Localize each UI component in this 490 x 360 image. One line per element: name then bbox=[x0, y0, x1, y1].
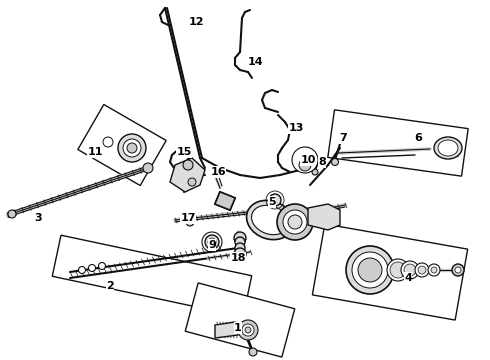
Polygon shape bbox=[170, 158, 205, 192]
Text: 8: 8 bbox=[318, 157, 326, 167]
Text: 13: 13 bbox=[288, 123, 304, 133]
Circle shape bbox=[205, 235, 219, 249]
Text: 15: 15 bbox=[176, 147, 192, 157]
Text: 9: 9 bbox=[208, 240, 216, 250]
Bar bbox=[328, 110, 468, 176]
Bar bbox=[78, 104, 166, 185]
Circle shape bbox=[332, 158, 339, 166]
Circle shape bbox=[295, 150, 315, 170]
Bar bbox=[312, 224, 467, 320]
Circle shape bbox=[8, 210, 16, 218]
Polygon shape bbox=[215, 192, 235, 210]
Ellipse shape bbox=[251, 205, 289, 235]
Circle shape bbox=[186, 218, 194, 226]
Circle shape bbox=[103, 137, 113, 147]
Text: 5: 5 bbox=[268, 197, 276, 207]
Circle shape bbox=[431, 267, 437, 273]
Circle shape bbox=[299, 159, 311, 171]
Circle shape bbox=[404, 264, 416, 276]
Circle shape bbox=[234, 248, 246, 260]
Circle shape bbox=[235, 243, 245, 253]
Circle shape bbox=[346, 246, 394, 294]
Text: 1: 1 bbox=[234, 323, 242, 333]
Circle shape bbox=[242, 324, 254, 336]
Text: 12: 12 bbox=[188, 17, 204, 27]
Circle shape bbox=[415, 263, 429, 277]
Circle shape bbox=[89, 265, 96, 271]
Text: 10: 10 bbox=[300, 155, 316, 165]
Circle shape bbox=[418, 266, 426, 274]
Circle shape bbox=[390, 262, 406, 278]
Ellipse shape bbox=[246, 201, 294, 240]
Text: 2: 2 bbox=[106, 281, 114, 291]
Ellipse shape bbox=[434, 137, 462, 159]
Circle shape bbox=[208, 238, 216, 246]
Circle shape bbox=[188, 178, 196, 186]
Circle shape bbox=[245, 327, 251, 333]
Text: 14: 14 bbox=[247, 57, 263, 67]
Circle shape bbox=[118, 134, 146, 162]
Text: 11: 11 bbox=[87, 147, 103, 157]
Circle shape bbox=[455, 267, 461, 273]
Polygon shape bbox=[215, 322, 238, 338]
Text: 16: 16 bbox=[210, 167, 226, 177]
Circle shape bbox=[235, 237, 245, 247]
Text: 4: 4 bbox=[404, 273, 412, 283]
Circle shape bbox=[249, 348, 257, 356]
Circle shape bbox=[312, 169, 318, 175]
Circle shape bbox=[401, 261, 419, 279]
Circle shape bbox=[98, 262, 105, 270]
Circle shape bbox=[127, 143, 137, 153]
Text: 18: 18 bbox=[230, 253, 246, 263]
Circle shape bbox=[183, 160, 193, 170]
Text: 17: 17 bbox=[180, 213, 196, 223]
Circle shape bbox=[428, 264, 440, 276]
Circle shape bbox=[358, 258, 382, 282]
Circle shape bbox=[238, 320, 258, 340]
Circle shape bbox=[123, 139, 141, 157]
Text: 3: 3 bbox=[34, 213, 42, 223]
Circle shape bbox=[283, 210, 307, 234]
Circle shape bbox=[269, 194, 281, 206]
Circle shape bbox=[292, 147, 318, 173]
Circle shape bbox=[78, 266, 85, 274]
Bar bbox=[52, 235, 252, 317]
Circle shape bbox=[234, 232, 246, 244]
Circle shape bbox=[387, 259, 409, 281]
Text: 6: 6 bbox=[414, 133, 422, 143]
Circle shape bbox=[352, 252, 388, 288]
Polygon shape bbox=[308, 204, 340, 230]
Circle shape bbox=[452, 264, 464, 276]
Bar bbox=[185, 283, 295, 357]
Circle shape bbox=[277, 204, 313, 240]
Text: 7: 7 bbox=[339, 133, 347, 143]
Circle shape bbox=[288, 215, 302, 229]
Circle shape bbox=[143, 163, 153, 173]
Ellipse shape bbox=[438, 140, 458, 156]
